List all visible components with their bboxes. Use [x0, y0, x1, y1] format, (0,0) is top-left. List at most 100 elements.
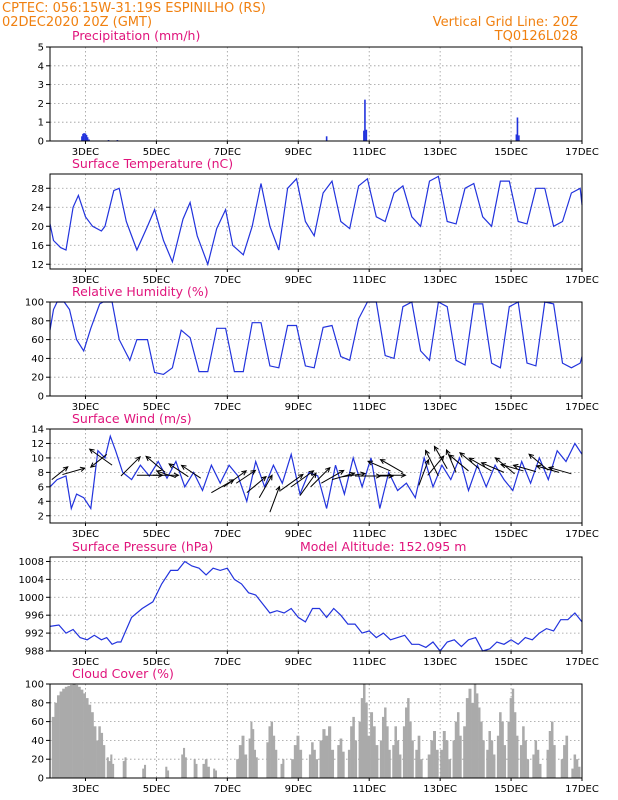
cloud-cover-xtick-label: 13DEC [423, 784, 457, 795]
wind-xtick-label: 9DEC [285, 529, 312, 540]
cloud-cover-bar [550, 721, 554, 778]
cloud-cover-xtick-label: 15DEC [494, 784, 528, 795]
cloud-cover-bar [433, 731, 436, 778]
humidity-xtick-label: 9DEC [285, 402, 312, 413]
cloud-cover-panel: Cloud Cover (%) 0 20 40 60 80 100 3DEC 5DEC 7DEC… [25, 666, 599, 795]
cloud-cover-bar [184, 757, 187, 778]
cloud-cover-bar [546, 749, 550, 778]
cloud-cover-bar [59, 691, 63, 778]
precipitation-xtick-label: 13DEC [423, 147, 457, 158]
cloud-cover-bar [202, 763, 206, 778]
header-run-time: 02DEC2020 20Z (GMT) [2, 15, 152, 30]
pressure-xtick-label: 5DEC [143, 657, 170, 668]
cloud-cover-bar [405, 707, 408, 778]
cloud-cover-bar [88, 704, 92, 778]
cloud-cover-bar [296, 735, 300, 778]
humidity-ytick-label: 60 [31, 335, 44, 346]
cloud-cover-bar [465, 698, 469, 778]
cloud-cover-bar [214, 770, 217, 778]
pressure-ytick-label: 1000 [19, 593, 44, 604]
cloud-cover-bar [415, 749, 418, 778]
precipitation-xtick-label: 3DEC [72, 147, 99, 158]
precipitation-bar [84, 133, 87, 141]
wind-arrow-head [433, 445, 439, 452]
cloud-cover-bar [352, 716, 355, 778]
precipitation-bar [518, 135, 520, 141]
cloud-cover-bar [193, 759, 196, 778]
cloud-cover-bar [347, 749, 351, 778]
pressure-xtick-label: 11DEC [352, 657, 386, 668]
cloud-cover-bar [268, 726, 271, 778]
wind-arrow [51, 466, 69, 481]
cloud-cover-bar [213, 768, 216, 778]
pressure-xtick-label: 9DEC [285, 657, 312, 668]
wind-arrow-head [547, 466, 554, 472]
precipitation-xtick-label: 11DEC [352, 147, 386, 158]
cloud-cover-ytick-label: 0 [38, 774, 44, 785]
cloud-cover-bar [511, 688, 515, 778]
cloud-cover-bar [367, 735, 371, 778]
pressure-xtick-label: 17DEC [565, 657, 599, 668]
wind-series-line [49, 434, 583, 511]
cloud-cover-bar [534, 740, 538, 778]
cloud-cover-bar [396, 740, 400, 778]
cloud-cover-bar [272, 735, 276, 778]
cloud-cover-bar [67, 685, 71, 778]
pressure-annotation: Model Altitude: 152.095 m [300, 539, 466, 554]
wind-arrow [367, 460, 391, 472]
cloud-cover-bar [70, 684, 73, 778]
cloud-cover-bar [85, 698, 89, 778]
wind-arrow [89, 448, 113, 466]
pressure-ytick-label: 992 [25, 629, 44, 640]
cloud-cover-bar [319, 740, 323, 778]
cloud-cover-ytick-label: 100 [25, 680, 44, 691]
wind-ytick-label: 2 [38, 511, 44, 522]
cloud-cover-bar [473, 684, 477, 778]
cloud-cover-bar [456, 712, 460, 778]
cloud-cover-bar [452, 740, 456, 778]
cloud-cover-bar [195, 763, 198, 778]
wind-xtick-label: 11DEC [352, 529, 386, 540]
cloud-cover-bar [244, 754, 248, 778]
humidity-title: Relative Humidity (%) [72, 284, 209, 299]
precipitation-xtick-label: 7DEC [214, 147, 241, 158]
precipitation-ytick-label: 0 [38, 137, 44, 148]
pressure-ytick-label: 1004 [19, 575, 44, 586]
cloud-cover-bar [409, 721, 412, 778]
cloud-cover-bar [253, 749, 257, 778]
cloud-cover-bar [248, 738, 251, 778]
cloud-cover-bar [379, 740, 383, 778]
cloud-cover-bar [124, 757, 127, 778]
cloud-cover-bar [402, 726, 406, 778]
temperature-xtick-label: 9DEC [285, 275, 312, 286]
cloud-cover-bar [342, 751, 345, 778]
temperature-xtick-label: 17DEC [565, 275, 599, 286]
wind-arrow-head [528, 453, 535, 459]
wind-arrow-head [145, 455, 152, 462]
wind-arrow [446, 449, 457, 473]
temperature-title: Surface Temperature (nC) [72, 156, 233, 171]
cloud-cover-bar [445, 740, 449, 778]
humidity-ytick-label: 40 [31, 354, 44, 365]
wind-arrow [342, 473, 366, 478]
wind-xtick-label: 3DEC [72, 529, 99, 540]
wind-arrow [145, 456, 166, 473]
wind-arrow-head [424, 458, 430, 465]
cloud-cover-bar [365, 702, 368, 778]
humidity-xtick-label: 15DEC [494, 402, 528, 413]
cloud-cover-bar [496, 735, 500, 778]
wind-arrow-head [468, 457, 475, 463]
cloud-cover-bar [102, 745, 106, 778]
cloud-cover-bar [241, 735, 245, 778]
humidity-xtick-label: 11DEC [352, 402, 386, 413]
cloud-cover-bar [463, 726, 467, 778]
wind-arrow-head [155, 469, 162, 475]
precipitation-xtick-label: 5DEC [143, 147, 170, 158]
humidity-frame [49, 301, 583, 397]
cloud-cover-bar [440, 749, 444, 778]
wind-xtick-label: 17DEC [565, 529, 599, 540]
precipitation-bar [86, 137, 89, 141]
wind-arrow [528, 453, 549, 471]
wind-arrow [433, 446, 448, 470]
wind-arrow [258, 475, 273, 498]
